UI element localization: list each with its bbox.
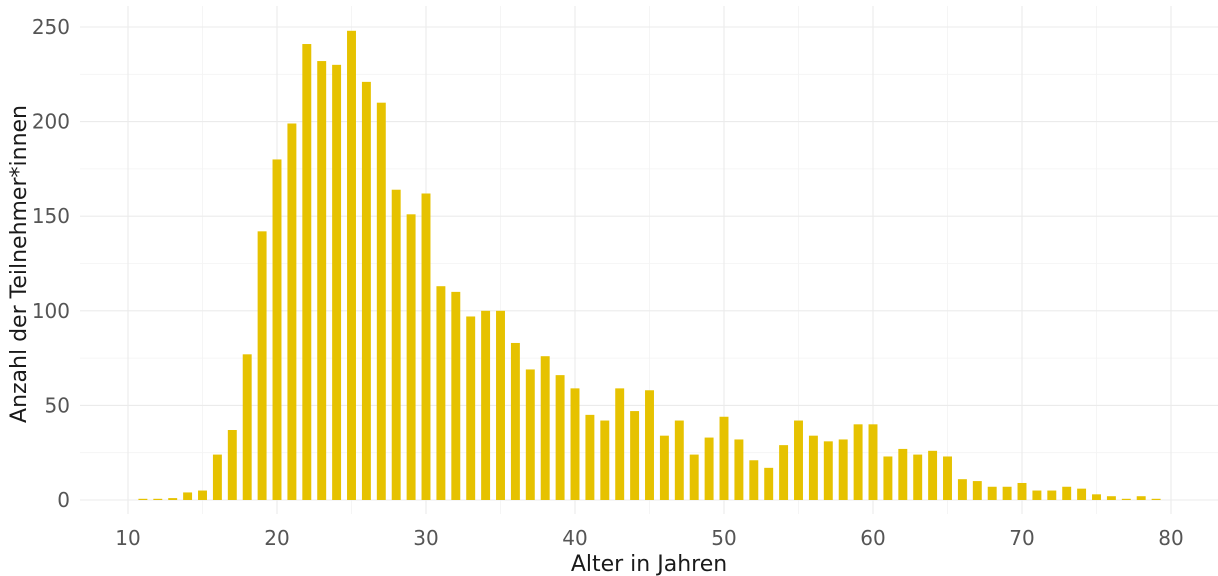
- bar: [659, 435, 669, 500]
- bar: [287, 123, 297, 500]
- bar: [585, 414, 595, 500]
- bar: [645, 390, 654, 500]
- bar: [1077, 488, 1087, 500]
- bar: [481, 310, 491, 500]
- y-tick-label: 200: [32, 110, 70, 134]
- bar: [138, 498, 148, 500]
- x-tick-label: 70: [1009, 526, 1034, 550]
- bar: [719, 416, 729, 500]
- x-tick-label: 80: [1158, 526, 1183, 550]
- bar: [853, 424, 863, 500]
- bar: [674, 420, 684, 500]
- bar: [704, 437, 714, 500]
- bar: [957, 479, 967, 500]
- bar: [391, 189, 401, 500]
- y-tick-label: 150: [32, 204, 70, 228]
- bar: [987, 486, 997, 500]
- bars: [138, 30, 1161, 501]
- bar: [794, 420, 803, 500]
- bar: [317, 61, 327, 500]
- bar: [764, 467, 774, 500]
- bar: [838, 439, 848, 500]
- bar: [1092, 494, 1101, 500]
- bar: [630, 411, 640, 500]
- bar: [943, 456, 952, 500]
- bar: [510, 342, 520, 500]
- bar: [868, 424, 878, 500]
- bar: [779, 445, 789, 500]
- x-tick-label: 40: [562, 526, 587, 550]
- bar: [1047, 490, 1057, 500]
- y-tick-label: 250: [32, 15, 70, 39]
- bar: [1121, 498, 1131, 500]
- x-axis-ticks: 10 20 30 40 50 60 70 80: [115, 526, 1183, 550]
- bar: [302, 44, 312, 500]
- bar: [1017, 482, 1027, 500]
- bar: [1151, 498, 1161, 500]
- bar: [436, 286, 446, 500]
- bar: [1032, 490, 1042, 500]
- bar: [466, 316, 476, 500]
- bar: [153, 498, 163, 500]
- x-tick-label: 10: [115, 526, 140, 550]
- x-tick-label: 60: [860, 526, 885, 550]
- bar: [749, 460, 759, 500]
- bar: [600, 420, 610, 500]
- y-tick-label: 0: [57, 488, 70, 512]
- bar: [734, 439, 744, 500]
- bar: [1002, 486, 1012, 500]
- bar: [615, 388, 625, 500]
- bar: [227, 429, 237, 500]
- bar: [406, 214, 416, 501]
- y-axis-ticks: 0 50 100 150 200 250: [32, 15, 70, 512]
- bar: [928, 450, 938, 500]
- bar: [376, 102, 386, 501]
- bar: [823, 441, 833, 500]
- minor-gridlines: [80, 6, 1218, 514]
- bar: [212, 454, 222, 500]
- bar: [257, 231, 267, 500]
- bar: [451, 291, 461, 500]
- x-tick-label: 20: [264, 526, 289, 550]
- bar: [242, 354, 252, 500]
- bar: [332, 64, 342, 500]
- x-tick-label: 50: [711, 526, 736, 550]
- bar: [361, 81, 371, 501]
- y-tick-label: 100: [32, 299, 70, 323]
- bar: [198, 490, 207, 500]
- bar: [183, 492, 193, 500]
- bar: [898, 448, 908, 500]
- bar: [540, 356, 550, 500]
- bar: [1136, 496, 1146, 500]
- bar: [496, 310, 505, 500]
- x-tick-label: 30: [413, 526, 438, 550]
- y-axis-title: Anzahl der Teilnehmer*innen: [7, 105, 32, 423]
- bar: [1106, 496, 1116, 500]
- bar: [972, 481, 982, 500]
- bar: [168, 498, 178, 500]
- bar: [525, 369, 535, 500]
- y-tick-label: 50: [45, 393, 70, 417]
- bar: [272, 159, 282, 500]
- bar: [421, 193, 431, 500]
- bar: [883, 456, 893, 500]
- bar: [1062, 486, 1072, 500]
- bar: [808, 435, 818, 500]
- bar: [570, 388, 580, 500]
- bar: [689, 454, 699, 500]
- bar: [913, 454, 923, 500]
- bar: [347, 30, 356, 501]
- x-axis-title: Alter in Jahren: [571, 552, 727, 576]
- bar: [555, 375, 565, 500]
